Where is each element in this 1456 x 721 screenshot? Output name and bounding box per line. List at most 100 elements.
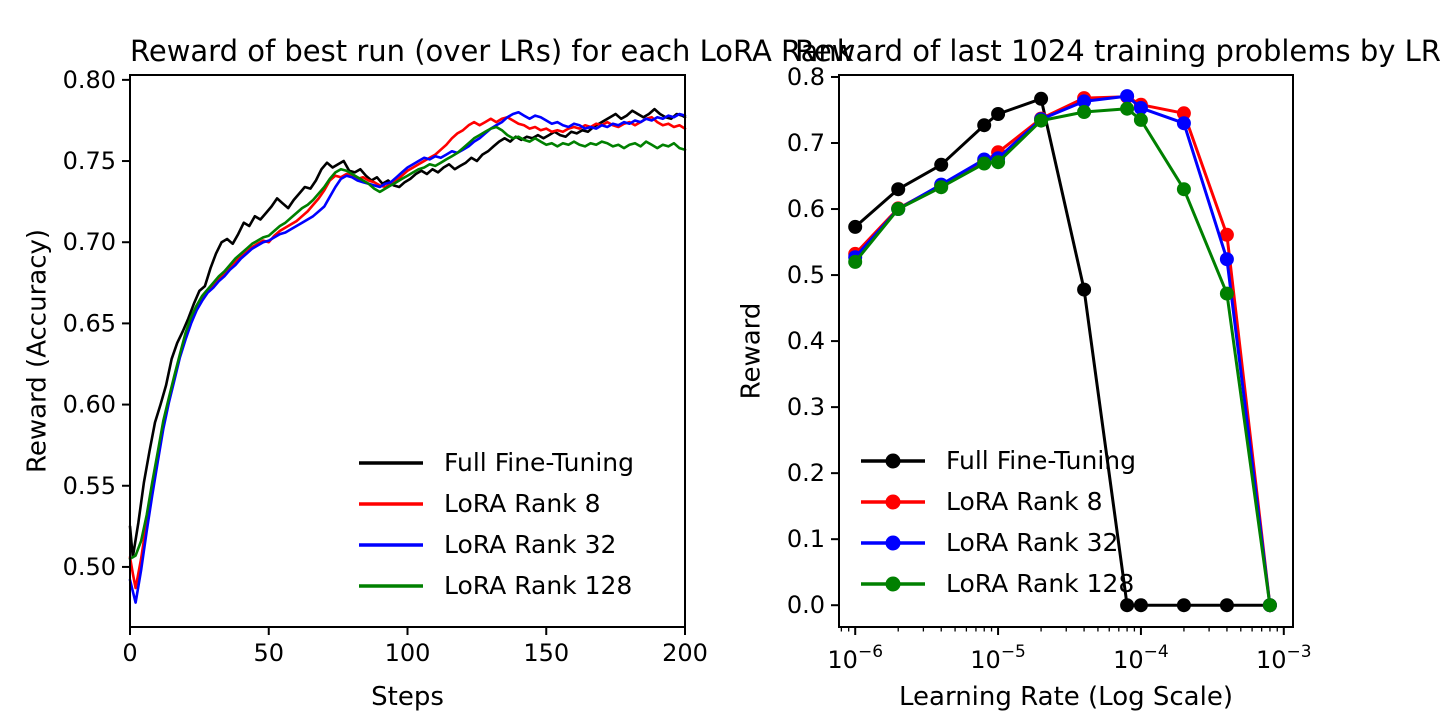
y-axis-tick-label: 0.6 (787, 195, 825, 223)
series-marker-full-fine-tuning (1176, 598, 1191, 613)
y-axis-tick-label: 0.4 (787, 327, 825, 355)
legend-item-full-fine-tuning: Full Fine-Tuning (358, 442, 634, 483)
series-marker-full-fine-tuning (991, 107, 1006, 121)
series-marker-full-fine-tuning (1034, 91, 1049, 106)
legend-line-swatch (861, 453, 925, 468)
legend-item-lora-rank-32: LoRA Rank 32 (358, 524, 634, 565)
series-marker-lora-rank-128 (991, 155, 1006, 170)
legend-line-swatch (861, 535, 925, 550)
legend-label: LoRA Rank 32 (444, 530, 617, 559)
series-marker-full-fine-tuning (891, 182, 906, 197)
legend-item-lora-rank-8: LoRA Rank 8 (358, 483, 634, 524)
series-marker-full-fine-tuning (1077, 282, 1092, 297)
series-line-lora-rank-32 (128, 111, 687, 604)
series-marker-lora-rank-128 (891, 202, 906, 216)
right-y-axis-label: Reward (736, 302, 767, 400)
series-marker-lora-rank-128 (1262, 598, 1277, 613)
y-axis-tick-label: 0.5 (787, 261, 825, 289)
y-axis-tick-label: 0.75 (63, 147, 116, 175)
series-marker-lora-rank-8 (1219, 227, 1234, 242)
y-axis-tick-label: 0.2 (787, 459, 825, 487)
series-line-lora-rank-128 (128, 125, 687, 561)
series-line-lora-rank-128 (853, 107, 1272, 607)
legend-label: Full Fine-Tuning (444, 448, 634, 477)
x-axis-tick-label: 0 (122, 639, 137, 667)
legend-label: LoRA Rank 32 (946, 528, 1119, 557)
series-marker-lora-rank-32 (1176, 116, 1191, 131)
x-axis-tick-label: 50 (253, 639, 284, 667)
legend-item-lora-rank-32: LoRA Rank 32 (860, 522, 1136, 563)
x-axis-tick-label: 10−4 (1113, 642, 1169, 674)
series-line-full-fine-tuning (128, 107, 687, 559)
x-axis-tick-label: 10−3 (1256, 642, 1312, 674)
series-marker-lora-rank-128 (934, 180, 949, 195)
y-axis-tick-label: 0.70 (63, 228, 116, 256)
legend-label: LoRA Rank 128 (946, 569, 1135, 598)
series-marker-full-fine-tuning (1219, 598, 1234, 613)
y-axis-tick-label: 0.1 (787, 525, 825, 553)
series-marker-lora-rank-128 (977, 156, 992, 171)
axes-box (129, 74, 686, 628)
series-marker-full-fine-tuning (1120, 598, 1135, 613)
legend-line-swatch (359, 542, 423, 547)
legend-marker-dot (885, 494, 901, 509)
axes-box (838, 74, 1294, 628)
x-axis-tick-label: 150 (523, 639, 569, 667)
left-chart: 0 50 100 150 200 0.50 0.55 0.60 0.65 0.70 0.75 0.80 (63, 66, 708, 667)
right-chart: 10−6 10−5 10−4 10−3 0.0 0.1 0.2 0.3 0.4 0.5 0.6 0.7… (787, 63, 1312, 674)
legend-marker-dot (885, 535, 901, 550)
series-marker-full-fine-tuning (977, 118, 992, 133)
legend-line-swatch (861, 576, 925, 591)
legend-line-swatch (359, 501, 423, 506)
series-line-full-fine-tuning (853, 97, 1272, 607)
legend-item-lora-rank-128: LoRA Rank 128 (860, 563, 1136, 604)
series-marker-lora-rank-32 (1133, 101, 1148, 115)
series-marker-lora-rank-128 (1219, 286, 1234, 301)
y-axis-tick-label: 0.7 (787, 129, 825, 157)
legend-line-swatch (359, 583, 423, 588)
legend-item-full-fine-tuning: Full Fine-Tuning (860, 440, 1136, 481)
y-axis-tick-label: 0.60 (63, 391, 116, 419)
legend-marker-dot (885, 576, 901, 591)
left-chart-legend: Full Fine-Tuning LoRA Rank 8 LoRA Rank 32 L… (358, 442, 634, 606)
legend-label: LoRA Rank 8 (444, 489, 601, 518)
right-chart-legend: Full Fine-Tuning LoRA Rank 8 LoRA Rank 32 L… (860, 440, 1136, 604)
series-marker-full-fine-tuning (934, 157, 949, 172)
y-axis-tick-label: 0.55 (63, 472, 116, 500)
legend-line-swatch (359, 460, 423, 465)
series-line-lora-rank-32 (853, 94, 1272, 607)
y-axis-tick-label: 0.8 (787, 63, 825, 91)
x-axis-tick-label: 10−6 (827, 642, 883, 674)
legend-item-lora-rank-128: LoRA Rank 128 (358, 565, 634, 606)
legend-marker-dot (885, 453, 901, 468)
legend-item-lora-rank-8: LoRA Rank 8 (860, 481, 1136, 522)
legend-label: LoRA Rank 128 (444, 571, 633, 600)
series-marker-lora-rank-8 (1176, 106, 1191, 121)
y-axis-tick-label: 0.3 (787, 393, 825, 421)
y-axis-tick-label: 0.0 (787, 591, 825, 619)
y-axis-tick-label: 0.50 (63, 553, 116, 581)
series-marker-lora-rank-32 (1120, 89, 1135, 104)
series-marker-lora-rank-32 (1077, 94, 1092, 109)
series-marker-lora-rank-128 (848, 254, 863, 269)
x-axis-tick-label: 100 (385, 639, 431, 667)
y-axis-tick-label: 0.80 (63, 66, 116, 94)
x-axis-tick-label: 200 (662, 639, 708, 667)
legend-label: LoRA Rank 8 (946, 487, 1103, 516)
series-marker-lora-rank-128 (1120, 101, 1135, 116)
x-axis-tick-label: 10−5 (970, 642, 1026, 674)
left-y-axis-label: Reward (Accuracy) (22, 228, 53, 474)
right-x-axis-label: Learning Rate (Log Scale) (899, 682, 1233, 712)
y-axis-tick-label: 0.65 (63, 309, 116, 337)
series-marker-lora-rank-128 (1077, 105, 1092, 119)
left-x-axis-label: Steps (371, 682, 444, 712)
series-marker-lora-rank-128 (1176, 182, 1191, 197)
series-marker-full-fine-tuning (848, 219, 863, 234)
left-chart-title: Reward of best run (over LRs) for each L… (130, 34, 854, 68)
series-marker-lora-rank-128 (1034, 113, 1049, 128)
series-marker-lora-rank-128 (1133, 112, 1148, 127)
right-chart-title: Reward of last 1024 training problems by… (795, 34, 1441, 68)
legend-label: Full Fine-Tuning (946, 446, 1136, 475)
